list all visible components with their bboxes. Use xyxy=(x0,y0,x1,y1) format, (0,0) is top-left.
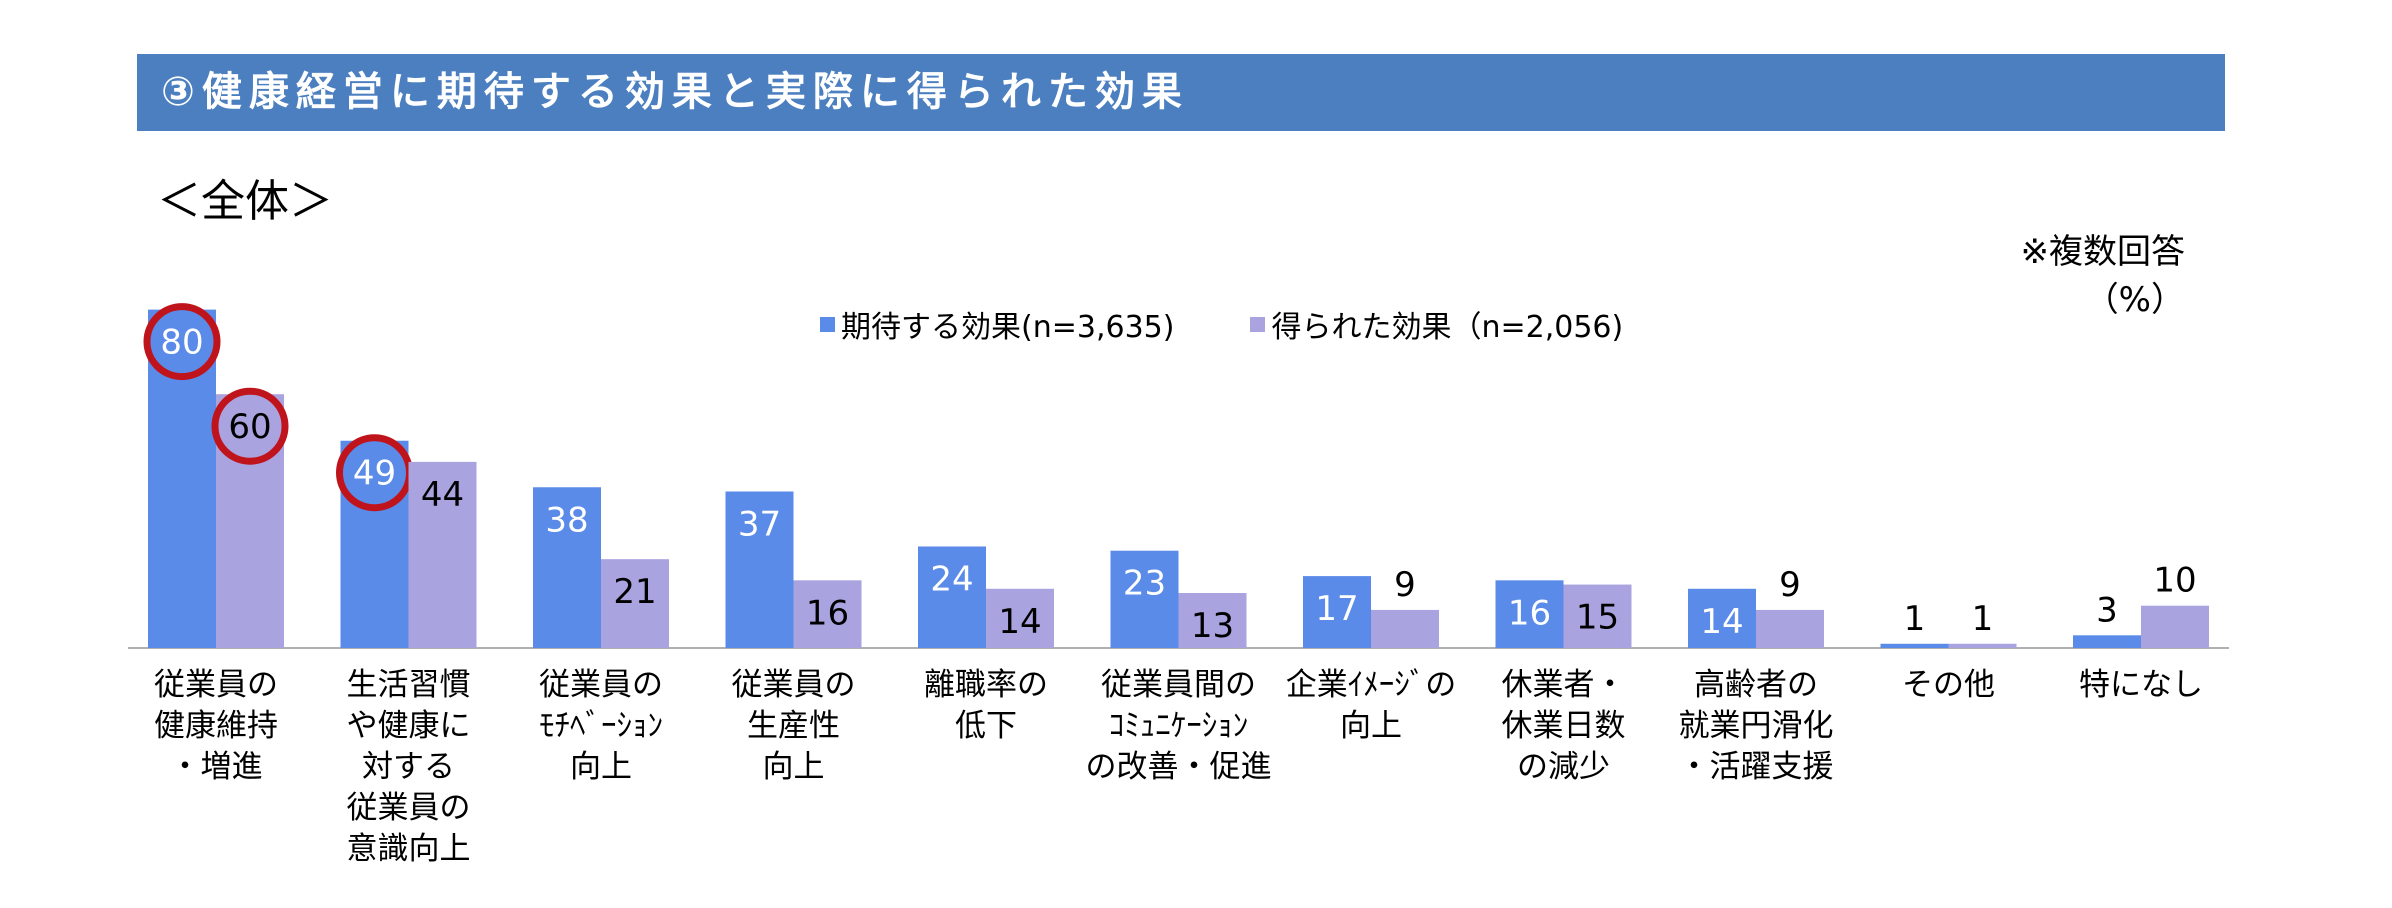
value-label-expected-0: 80 xyxy=(160,323,203,363)
bar-expected-10 xyxy=(2073,635,2141,648)
category-label-8-line-2: ・活躍支援 xyxy=(1679,749,1834,785)
category-label-7-line-1: 休業日数 xyxy=(1502,708,1626,744)
category-label-1-line-4: 意識向上 xyxy=(347,831,471,867)
bar-obtained-1 xyxy=(408,461,477,648)
value-label-expected-9: 1 xyxy=(1904,599,1926,639)
bar-expected-7 xyxy=(1495,580,1564,648)
value-label-obtained-3: 16 xyxy=(806,593,849,633)
bar-obtained-6 xyxy=(1371,609,1439,648)
bar-expected-8 xyxy=(1688,588,1756,648)
category-label-8-line-0: 高齢者の xyxy=(1694,667,1818,703)
category-label-5-line-0: 従業員間の xyxy=(1101,667,1256,703)
bar-obtained-8 xyxy=(1756,609,1824,648)
value-label-expected-3: 37 xyxy=(738,504,781,544)
value-label-expected-1: 49 xyxy=(353,454,396,494)
category-label-6-line-0: 企業ｲﾒｰｼﾞの xyxy=(1286,667,1457,703)
legend-item-obtained: 得られた効果（n=2,056) xyxy=(1250,302,1623,346)
category-label-3-line-0: 従業員の xyxy=(732,667,856,703)
bar-expected-5 xyxy=(1110,550,1179,648)
category-label-1-line-1: や健康に xyxy=(347,708,471,744)
category-label-7-line-2: の減少 xyxy=(1517,749,1610,785)
note-block: ※複数回答 （%） xyxy=(2021,228,2186,324)
bar-expected-1 xyxy=(340,440,409,648)
value-label-expected-6: 17 xyxy=(1315,589,1358,629)
category-label-3-line-1: 生産性 xyxy=(747,708,840,744)
category-label-1-line-0: 生活習慣 xyxy=(347,667,471,703)
value-label-obtained-10: 10 xyxy=(2153,561,2196,601)
chart-legend: 期待する効果(n=3,635) 得られた効果（n=2,056) xyxy=(820,302,1699,346)
category-label-10-line-0: 特になし xyxy=(2079,667,2203,703)
category-label-2-line-1: ﾓﾁﾍﾞｰｼｮﾝ xyxy=(539,708,663,744)
category-label-4-line-1: 低下 xyxy=(955,708,1017,744)
category-label-7-line-0: 休業者・ xyxy=(1502,667,1626,703)
legend-swatch-obtained xyxy=(1250,316,1266,332)
value-label-expected-2: 38 xyxy=(545,500,588,540)
category-label-8-line-1: 就業円滑化 xyxy=(1679,708,1834,744)
category-label-5-line-1: ｺﾐｭﾆｹｰｼｮﾝ xyxy=(1109,708,1249,744)
section-label: ＜全体＞ xyxy=(157,176,333,227)
legend-swatch-expected xyxy=(820,316,835,332)
bar-obtained-7 xyxy=(1563,584,1632,648)
bar-expected-2 xyxy=(533,487,601,648)
bar-obtained-3 xyxy=(793,580,862,648)
category-label-0-line-1: 健康維持 xyxy=(154,708,278,744)
category-label-4-line-0: 離職率の xyxy=(924,667,1048,703)
category-label-1-line-3: 従業員の xyxy=(347,790,471,826)
bar-obtained-2 xyxy=(601,559,669,648)
value-label-obtained-1: 44 xyxy=(421,475,464,515)
bar-obtained-9 xyxy=(1948,643,2017,648)
legend-item-expected: 期待する効果(n=3,635) xyxy=(820,302,1174,346)
category-label-3-line-2: 向上 xyxy=(763,749,825,785)
category-label-1-line-2: 対する xyxy=(362,749,455,785)
value-label-expected-10: 3 xyxy=(2096,590,2118,630)
category-label-0-line-2: ・増進 xyxy=(170,749,263,785)
category-label-2-line-0: 従業員の xyxy=(539,667,663,703)
bar-expected-4 xyxy=(918,546,986,648)
highlight-circle-obtained-0 xyxy=(211,387,289,465)
category-label-9-line-0: その他 xyxy=(1902,667,1995,703)
value-label-obtained-2: 21 xyxy=(613,572,656,612)
bar-expected-3 xyxy=(725,491,794,648)
bar-obtained-5 xyxy=(1178,593,1247,648)
value-label-expected-4: 24 xyxy=(930,559,973,599)
value-label-expected-5: 23 xyxy=(1123,564,1166,604)
legend-label-obtained: 得られた効果（n=2,056) xyxy=(1271,310,1624,345)
category-label-5-line-2: の改善・促進 xyxy=(1086,749,1272,785)
page-title: ③健康経営に期待する効果と実際に得られた効果 xyxy=(161,69,1189,115)
value-label-obtained-4: 14 xyxy=(998,602,1041,642)
highlight-circle-expected-0 xyxy=(143,303,221,381)
bar-expected-6 xyxy=(1303,576,1371,648)
bar-obtained-10 xyxy=(2141,605,2209,648)
category-label-0-line-0: 従業員の xyxy=(154,667,278,703)
value-label-obtained-5: 13 xyxy=(1191,606,1234,646)
bar-obtained-4 xyxy=(986,588,1054,648)
value-label-expected-8: 14 xyxy=(1700,602,1743,642)
value-label-obtained-8: 9 xyxy=(1779,565,1801,605)
header-bar: ③健康経営に期待する効果と実際に得られた効果 xyxy=(137,54,2225,131)
category-label-6-line-1: 向上 xyxy=(1340,708,1402,744)
value-label-obtained-7: 15 xyxy=(1576,598,1619,638)
legend-label-expected: 期待する効果(n=3,635) xyxy=(841,310,1175,345)
bar-obtained-0 xyxy=(216,394,284,648)
value-label-obtained-0: 60 xyxy=(228,407,271,447)
multiple-answer-note: ※複数回答 xyxy=(2020,232,2186,272)
value-label-obtained-9: 1 xyxy=(1972,599,1994,639)
unit-note: （%） xyxy=(2084,280,2185,320)
bar-expected-9 xyxy=(1880,643,1949,648)
value-label-expected-7: 16 xyxy=(1508,593,1551,633)
value-label-obtained-6: 9 xyxy=(1394,565,1416,605)
category-label-2-line-2: 向上 xyxy=(570,749,632,785)
